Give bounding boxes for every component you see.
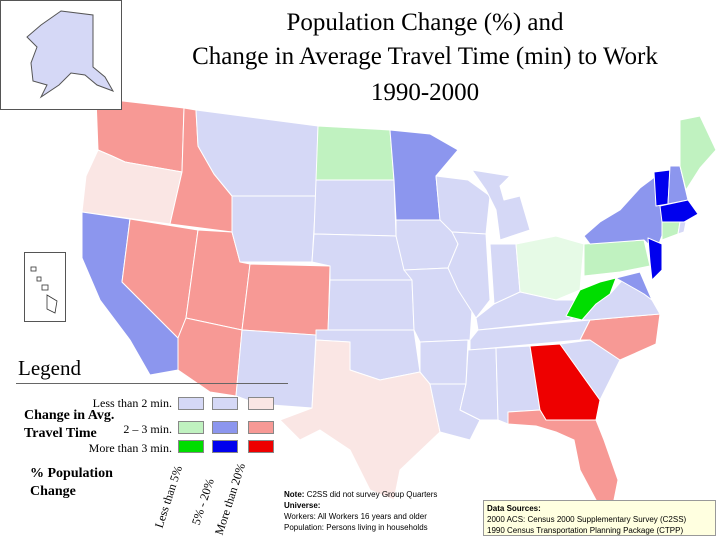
- state-wyoming: [231, 195, 317, 263]
- legend-title: Legend: [18, 356, 81, 380]
- state-west-virginia: [565, 277, 617, 321]
- state-new-jersey: [647, 237, 663, 281]
- state-ohio: [515, 235, 585, 301]
- title-line-3: 1990-2000: [370, 79, 480, 106]
- state-alaska: [26, 10, 115, 99]
- state-colorado: [241, 263, 331, 337]
- legend-swatch-r3-c1: [178, 440, 204, 453]
- universe-workers: Workers: All Workers 16 years and older: [284, 512, 427, 521]
- legend-swatch-r2-c3: [248, 421, 274, 434]
- state-maine: [679, 115, 717, 191]
- state-illinois: [447, 231, 491, 319]
- data-sources-box: Data Sources: 2000 ACS: Census 2000 Supp…: [483, 500, 716, 536]
- legend-row-label-1: Less than 2 min.: [92, 396, 172, 410]
- state-pennsylvania: [583, 239, 651, 277]
- state-kansas: [327, 279, 415, 331]
- note-block: Note: C2SS did not survey Group Quarters…: [284, 489, 437, 533]
- sources-line-2: 1990 Census Transportation Planning Pack…: [487, 526, 684, 535]
- legend-swatch-r2-c1: [178, 421, 204, 434]
- universe-population: Population: Persons living in households: [284, 523, 428, 532]
- state-arizona: [177, 317, 243, 397]
- legend-swatch-r2-c2: [212, 421, 238, 434]
- state-new-mexico: [235, 329, 317, 409]
- note-label: Note:: [284, 490, 305, 499]
- state-hawaii: [30, 266, 58, 314]
- sources-line-1: 2000 ACS: Census 2000 Supplementary Surv…: [487, 515, 687, 524]
- state-michigan: [471, 169, 531, 241]
- title-line-2: Change in Average Travel Time (min) to W…: [192, 43, 658, 70]
- legend-pop-label-2: Change: [30, 484, 76, 499]
- state-south-dakota: [313, 179, 397, 237]
- note-text: C2SS did not survey Group Quarters: [306, 490, 438, 499]
- legend-row-label-2: 2 – 3 min.: [123, 422, 172, 436]
- state-florida: [507, 409, 619, 511]
- legend-swatch-r1-c3: [248, 397, 274, 410]
- universe-label: Universe:: [284, 501, 321, 510]
- sources-label: Data Sources:: [487, 504, 541, 513]
- state-arkansas: [419, 339, 469, 385]
- state-maryland: [615, 271, 653, 301]
- state-massachusetts: [659, 199, 699, 223]
- hawaii-inset: [24, 252, 66, 322]
- alaska-inset: [0, 0, 122, 110]
- legend-divider: [16, 383, 288, 384]
- legend-swatch-r1-c2: [212, 397, 238, 410]
- state-north-dakota: [315, 125, 395, 181]
- legend-swatch-r3-c3: [248, 440, 274, 453]
- legend-swatch-r1-c1: [178, 397, 204, 410]
- legend-pop-label-1: % Population: [30, 466, 113, 481]
- state-connecticut: [661, 221, 681, 241]
- legend-travel-label-1: Change in Avg.: [24, 408, 115, 423]
- state-rhode-island: [677, 221, 687, 235]
- state-texas: [279, 339, 441, 501]
- state-vermont: [653, 169, 671, 207]
- title-line-1: Population Change (%) and: [286, 9, 564, 36]
- legend-travel-label-2: Travel Time: [24, 426, 97, 441]
- legend-row-label-3: More than 3 min.: [88, 441, 172, 455]
- legend-swatch-r3-c2: [212, 440, 238, 453]
